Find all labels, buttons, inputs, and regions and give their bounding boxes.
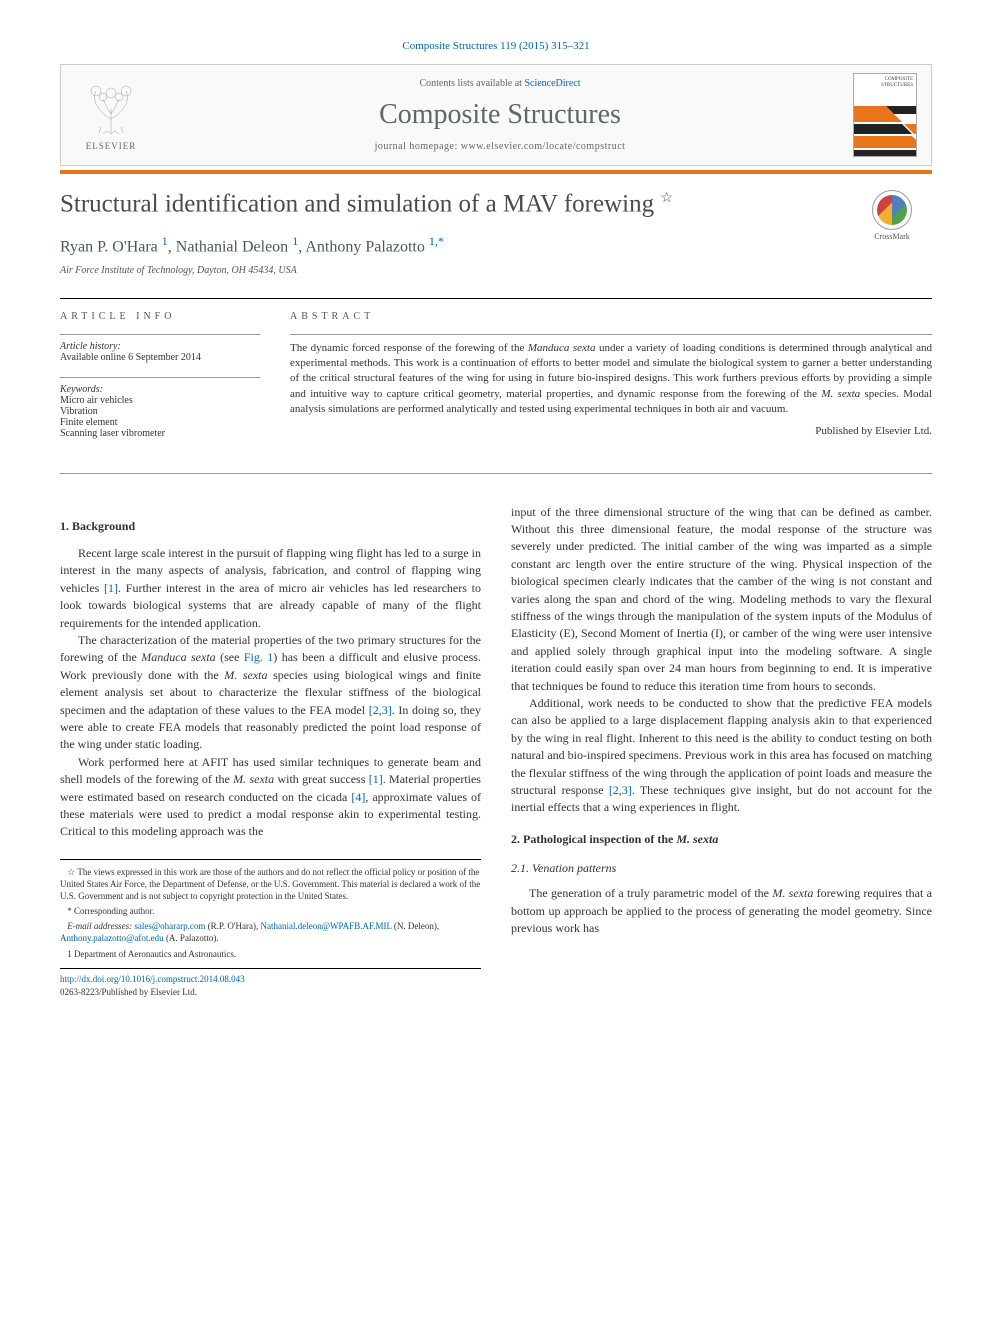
cover-label-2: STRUCTURES (881, 83, 913, 89)
keyword-1: Micro air vehicles (60, 395, 260, 406)
footnote-dept: 1 Department of Aeronautics and Astronau… (60, 948, 481, 960)
section-2-heading: 2. Pathological inspection of the M. sex… (511, 831, 932, 848)
journal-header: ELSEVIER Contents lists available at Sci… (60, 64, 932, 166)
email-3-who: (A. Palazotto). (164, 933, 219, 943)
para-6: The generation of a truly parametric mod… (511, 885, 932, 937)
doi-block: http://dx.doi.org/10.1016/j.compstruct.2… (60, 968, 481, 999)
email-1-who: (R.P. O'Hara), (205, 921, 260, 931)
body-columns: 1. Background Recent large scale interes… (60, 504, 932, 999)
abstract-heading: ABSTRACT (290, 311, 932, 322)
contents-prefix: Contents lists available at (419, 78, 524, 89)
email-3[interactable]: Anthony.palazotto@afot.edu (60, 933, 164, 943)
footnote-emails: E-mail addresses: sales@ohararp.com (R.P… (60, 920, 481, 944)
author-3-sup[interactable]: 1, (429, 234, 438, 248)
email-2[interactable]: Nathanial.deleon@WPAFB.AF.MIL (261, 921, 392, 931)
elsevier-name: ELSEVIER (86, 141, 137, 151)
affiliation: Air Force Institute of Technology, Dayto… (60, 265, 852, 276)
orange-divider (60, 170, 932, 174)
para-2: The characterization of the material pro… (60, 632, 481, 754)
abstract-body: The dynamic forced response of the forew… (290, 342, 932, 416)
keyword-3: Finite element (60, 417, 260, 428)
author-3[interactable]: Anthony Palazotto (305, 239, 425, 256)
footnote-star: ☆ The views expressed in this work are t… (60, 866, 481, 902)
article-info-heading: ARTICLE INFO (60, 311, 260, 322)
publisher-line: Published by Elsevier Ltd. (290, 424, 932, 439)
keyword-4: Scanning laser vibrometer (60, 428, 260, 439)
elsevier-logo: ELSEVIER (75, 73, 147, 157)
top-citation[interactable]: Composite Structures 119 (2015) 315–321 (60, 40, 932, 52)
footnote-corresponding: * Corresponding author. (60, 905, 481, 917)
crossmark-badge[interactable]: CrossMark (852, 190, 932, 241)
issn-line: 0263-8223/Published by Elsevier Ltd. (60, 987, 197, 997)
author-2[interactable]: Nathanial Deleon (176, 239, 288, 256)
cover-label-1: COMPOSITE (881, 77, 913, 83)
right-column: input of the three dimensional structure… (511, 504, 932, 999)
author-1-sup[interactable]: 1 (162, 234, 168, 248)
homepage-url[interactable]: www.elsevier.com/locate/compstruct (461, 141, 626, 152)
homepage-prefix: journal homepage: (375, 141, 461, 152)
author-2-sup[interactable]: 1 (292, 234, 298, 248)
sciencedirect-link[interactable]: ScienceDirect (524, 78, 580, 89)
keywords-label: Keywords: (60, 384, 260, 395)
journal-cover-thumb: COMPOSITE STRUCTURES (853, 73, 917, 157)
journal-homepage: journal homepage: www.elsevier.com/locat… (147, 141, 853, 152)
title-text: Structural identification and simulation… (60, 190, 654, 217)
email-2-who: (N. Deleon), (392, 921, 439, 931)
para-3: Work performed here at AFIT has used sim… (60, 754, 481, 841)
contents-available: Contents lists available at ScienceDirec… (147, 78, 853, 89)
divider-2 (60, 473, 932, 474)
author-3-corr[interactable]: * (438, 234, 444, 248)
section-1-heading: 1. Background (60, 518, 481, 535)
email-label: E-mail addresses: (67, 921, 134, 931)
history-date: Available online 6 September 2014 (60, 352, 260, 363)
left-column: 1. Background Recent large scale interes… (60, 504, 481, 999)
para-4: input of the three dimensional structure… (511, 504, 932, 695)
journal-name: Composite Structures (147, 99, 853, 131)
article-title: Structural identification and simulation… (60, 190, 852, 218)
elsevier-tree-icon (81, 79, 141, 139)
title-footnote-mark[interactable]: ☆ (660, 191, 673, 206)
doi-link[interactable]: http://dx.doi.org/10.1016/j.compstruct.2… (60, 974, 245, 984)
authors: Ryan P. O'Hara 1, Nathanial Deleon 1, An… (60, 234, 852, 256)
crossmark-icon (872, 190, 912, 230)
keyword-2: Vibration (60, 406, 260, 417)
email-1[interactable]: sales@ohararp.com (134, 921, 205, 931)
crossmark-label: CrossMark (874, 232, 910, 241)
section-2-1-heading: 2.1. Venation patterns (511, 860, 932, 877)
history-label: Article history: (60, 341, 260, 352)
author-1[interactable]: Ryan P. O'Hara (60, 239, 158, 256)
abstract-text: The dynamic forced response of the forew… (290, 334, 932, 439)
para-5: Additional, work needs to be conducted t… (511, 695, 932, 817)
footnotes: ☆ The views expressed in this work are t… (60, 859, 481, 960)
divider (60, 298, 932, 299)
para-1: Recent large scale interest in the pursu… (60, 545, 481, 632)
